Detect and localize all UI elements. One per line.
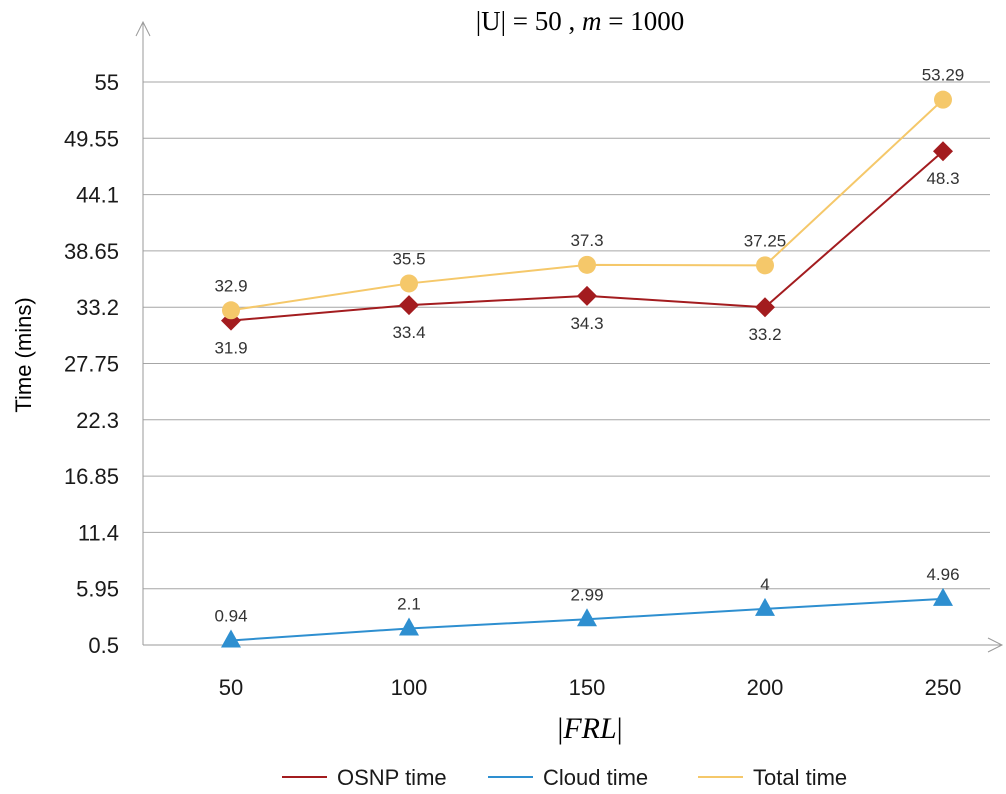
osnp-time-marker <box>399 295 419 316</box>
osnp-time-data-label: 33.2 <box>748 325 781 344</box>
y-tick-label: 0.5 <box>88 633 119 658</box>
total-time-data-label: 37.3 <box>570 231 603 250</box>
cloud-time-legend-label: Cloud time <box>543 765 648 790</box>
cloud-time-marker <box>399 617 419 636</box>
cloud-time-marker <box>755 597 775 616</box>
y-tick-label: 27.75 <box>64 352 119 377</box>
cloud-time-marker <box>577 608 597 627</box>
axes <box>135 20 1004 653</box>
osnp-time-marker <box>933 141 953 162</box>
y-tick-label: 22.3 <box>76 408 119 433</box>
y-tick-labels: 0.5 5.95 11.4 16.85 22.3 27.75 33.2 38.65 44.1 49… <box>64 70 119 658</box>
cloud-time-marker <box>221 629 241 648</box>
y-axis-title: Time (mins) <box>11 297 36 412</box>
y-tick-label: 44.1 <box>76 183 119 208</box>
osnp-time-data-label: 48.3 <box>926 169 959 188</box>
total-time-data-label: 53.29 <box>922 66 965 85</box>
osnp-time-data-label: 33.4 <box>392 323 425 342</box>
y-tick-label: 38.65 <box>64 239 119 264</box>
x-tick-label: 50 <box>219 675 243 700</box>
total-time-line <box>230 98 944 312</box>
total-time-data-label: 37.25 <box>744 231 787 250</box>
data-labels: 31.9 33.4 34.3 33.2 48.3 0.94 2.1 2.99 4 4.96 32.9… <box>214 66 964 626</box>
osnp-time-marker <box>755 297 775 318</box>
chart-title: |U| = 50 , m = 1000 <box>476 6 685 36</box>
y-axis-arrow-icon <box>135 20 151 37</box>
cloud-time-data-label: 4 <box>760 575 769 594</box>
y-tick-label: 49.55 <box>64 126 119 151</box>
x-axis-title: |FRL| <box>557 712 622 745</box>
x-tick-label: 150 <box>569 675 606 700</box>
total-time-marker <box>222 301 240 320</box>
x-tick-label: 100 <box>391 675 428 700</box>
cloud-time-data-label: 2.1 <box>397 594 421 613</box>
total-time-marker <box>756 256 774 275</box>
total-time-marker <box>934 90 952 109</box>
total-time-data-label: 35.5 <box>392 249 425 268</box>
series <box>221 90 953 648</box>
x-tick-labels: 50 100 150 200 250 <box>219 675 962 700</box>
total-time-data-label: 32.9 <box>214 276 247 295</box>
cloud-time-marker <box>933 587 953 606</box>
x-axis-arrow-icon <box>987 637 1004 653</box>
y-tick-label: 11.4 <box>78 520 119 545</box>
cloud-time-data-label: 0.94 <box>214 606 247 625</box>
total-time-marker <box>578 255 596 274</box>
x-tick-label: 250 <box>925 675 962 700</box>
gridlines <box>143 81 990 590</box>
osnp-time-data-label: 31.9 <box>214 339 247 358</box>
legend: OSNP time Cloud time Total time <box>282 765 847 790</box>
total-time-legend-label: Total time <box>753 765 847 790</box>
total-time-marker <box>400 274 418 293</box>
y-tick-label: 5.95 <box>76 577 119 602</box>
cloud-time-data-label: 4.96 <box>926 565 959 584</box>
y-tick-label: 33.2 <box>76 295 119 320</box>
y-tick-label: 16.85 <box>64 464 119 489</box>
osnp-time-marker <box>577 285 597 306</box>
y-tick-label: 55 <box>95 70 119 95</box>
osnp-time-legend-label: OSNP time <box>337 765 447 790</box>
osnp-time-data-label: 34.3 <box>570 314 603 333</box>
x-tick-label: 200 <box>747 675 784 700</box>
cloud-time-data-label: 2.99 <box>570 585 603 604</box>
